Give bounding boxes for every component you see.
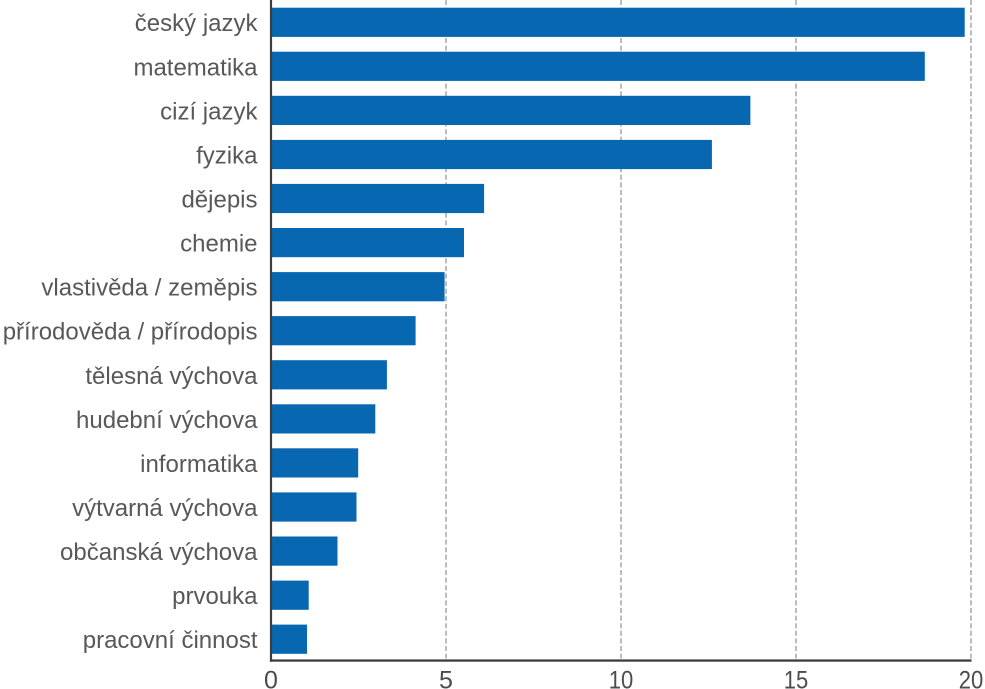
svg-text:5: 5 bbox=[439, 666, 453, 689]
svg-text:0: 0 bbox=[264, 666, 278, 689]
svg-text:15: 15 bbox=[784, 666, 809, 689]
svg-text:tělesná výchova: tělesná výchova bbox=[85, 363, 258, 390]
svg-text:vlastivěda / zeměpis: vlastivěda / zeměpis bbox=[41, 275, 257, 302]
svg-text:informatika: informatika bbox=[140, 451, 258, 478]
svg-text:cizí jazyk: cizí jazyk bbox=[160, 98, 258, 125]
svg-text:hudební výchova: hudební výchova bbox=[76, 407, 258, 434]
svg-text:výtvarná výchova: výtvarná výchova bbox=[72, 495, 258, 522]
svg-text:matematika: matematika bbox=[133, 54, 258, 81]
svg-text:20: 20 bbox=[959, 666, 984, 689]
svg-text:český jazyk: český jazyk bbox=[135, 10, 259, 37]
svg-text:přírodověda / přírodopis: přírodověda / přírodopis bbox=[3, 319, 258, 346]
svg-text:občanská výchova: občanská výchova bbox=[60, 539, 258, 566]
svg-text:prvouka: prvouka bbox=[172, 583, 258, 610]
svg-text:10: 10 bbox=[609, 666, 634, 689]
svg-text:pracovní činnost: pracovní činnost bbox=[83, 627, 258, 654]
svg-text:dějepis: dějepis bbox=[181, 187, 257, 214]
svg-text:fyzika: fyzika bbox=[196, 143, 258, 170]
svg-text:chemie: chemie bbox=[180, 231, 257, 258]
